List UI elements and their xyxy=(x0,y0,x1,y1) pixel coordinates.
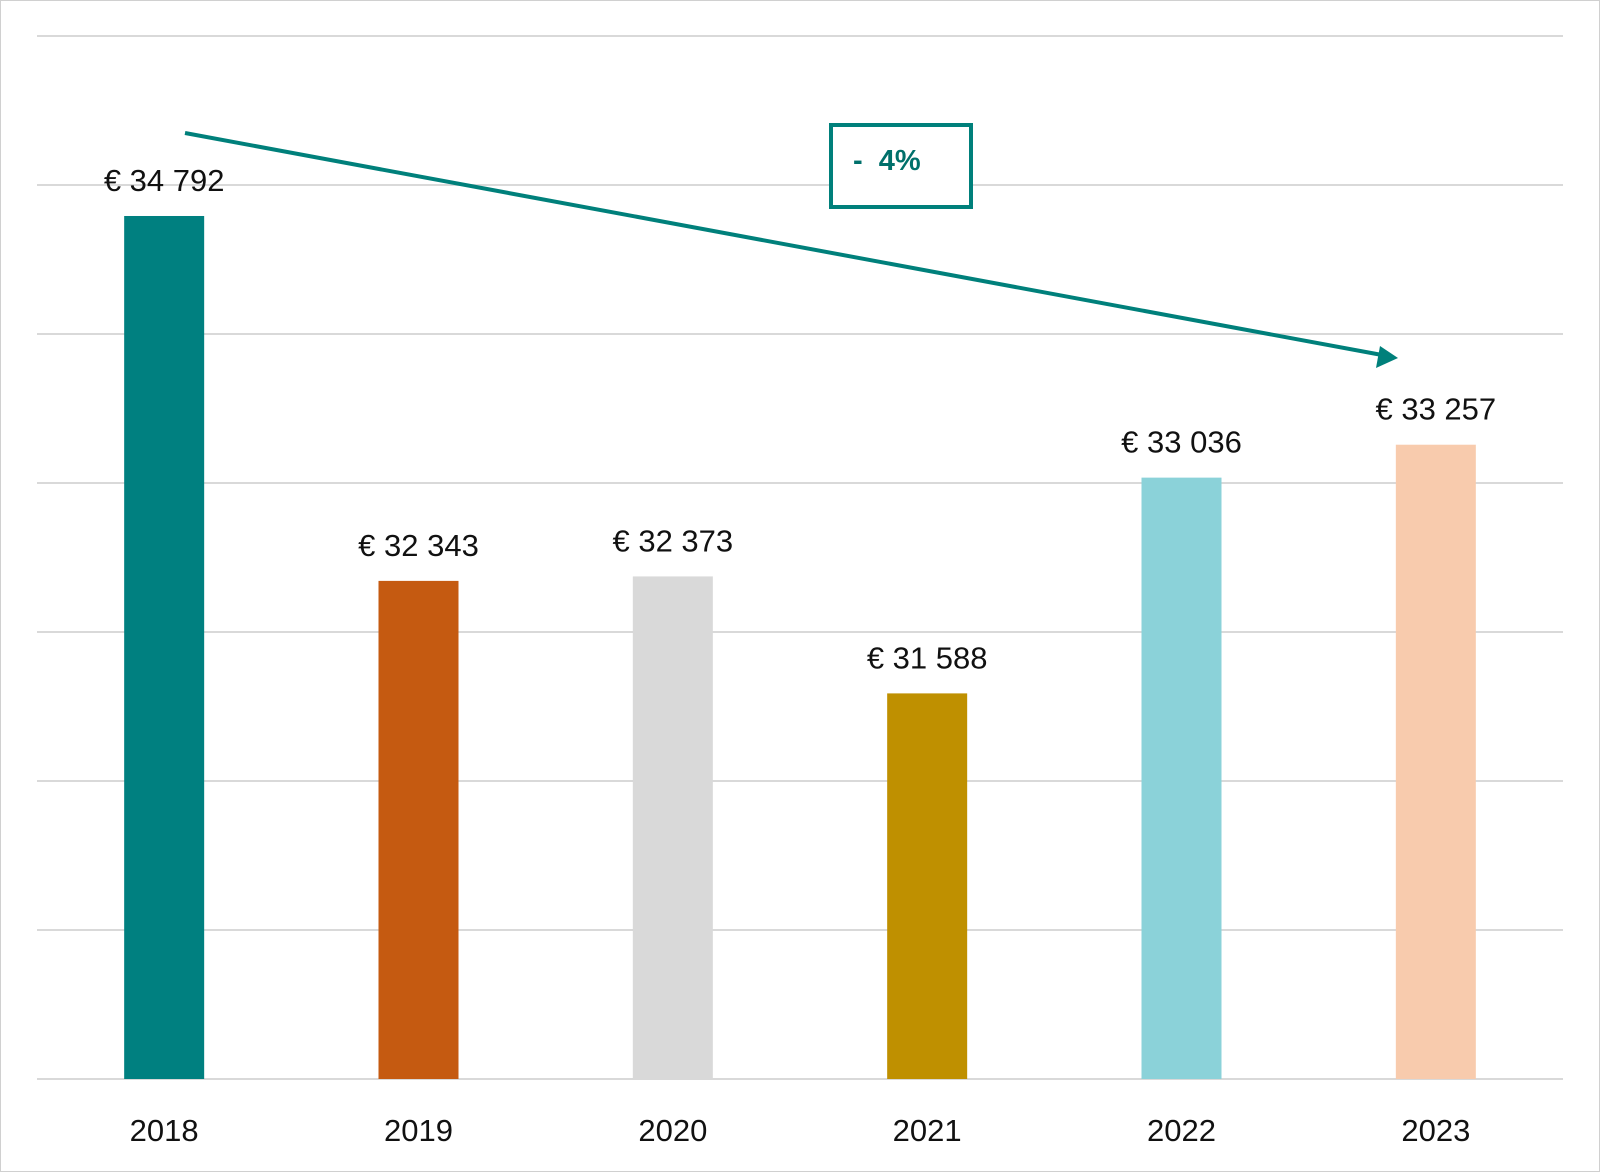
bar-2020 xyxy=(632,576,713,1079)
data-label: € 33 036 xyxy=(1121,425,1242,460)
x-tick-label: 2019 xyxy=(384,1113,453,1148)
data-label: € 34 792 xyxy=(104,163,225,198)
bar-2021 xyxy=(887,693,968,1079)
gridlines xyxy=(37,35,1563,1080)
x-tick-label: 2018 xyxy=(130,1113,199,1148)
bar-2018 xyxy=(124,215,205,1079)
data-labels: € 34 792 € 32 343 € 32 373 € 31 588 € 33 036… xyxy=(104,163,1496,675)
bar-2022 xyxy=(1141,477,1222,1079)
data-label: € 33 257 xyxy=(1375,392,1496,427)
bars xyxy=(124,215,1476,1079)
data-label: € 32 373 xyxy=(612,523,733,558)
x-tick-label: 2022 xyxy=(1147,1113,1216,1148)
x-tick-label: 2023 xyxy=(1401,1113,1470,1148)
x-tick-labels: 2018 2019 2020 2021 2022 2023 xyxy=(130,1113,1471,1148)
x-tick-label: 2021 xyxy=(893,1113,962,1148)
x-tick-label: 2020 xyxy=(638,1113,707,1148)
bar-2019 xyxy=(378,580,459,1079)
arrow-head-icon xyxy=(1376,346,1398,368)
bar-2023 xyxy=(1395,444,1476,1079)
trend-arrow xyxy=(184,131,1383,357)
annotation-text: - 4% xyxy=(853,145,921,177)
trend-annotation: - 4% xyxy=(184,123,1398,368)
data-label: € 32 343 xyxy=(358,528,479,563)
data-label: € 31 588 xyxy=(867,640,988,675)
annotation-box xyxy=(829,123,973,209)
